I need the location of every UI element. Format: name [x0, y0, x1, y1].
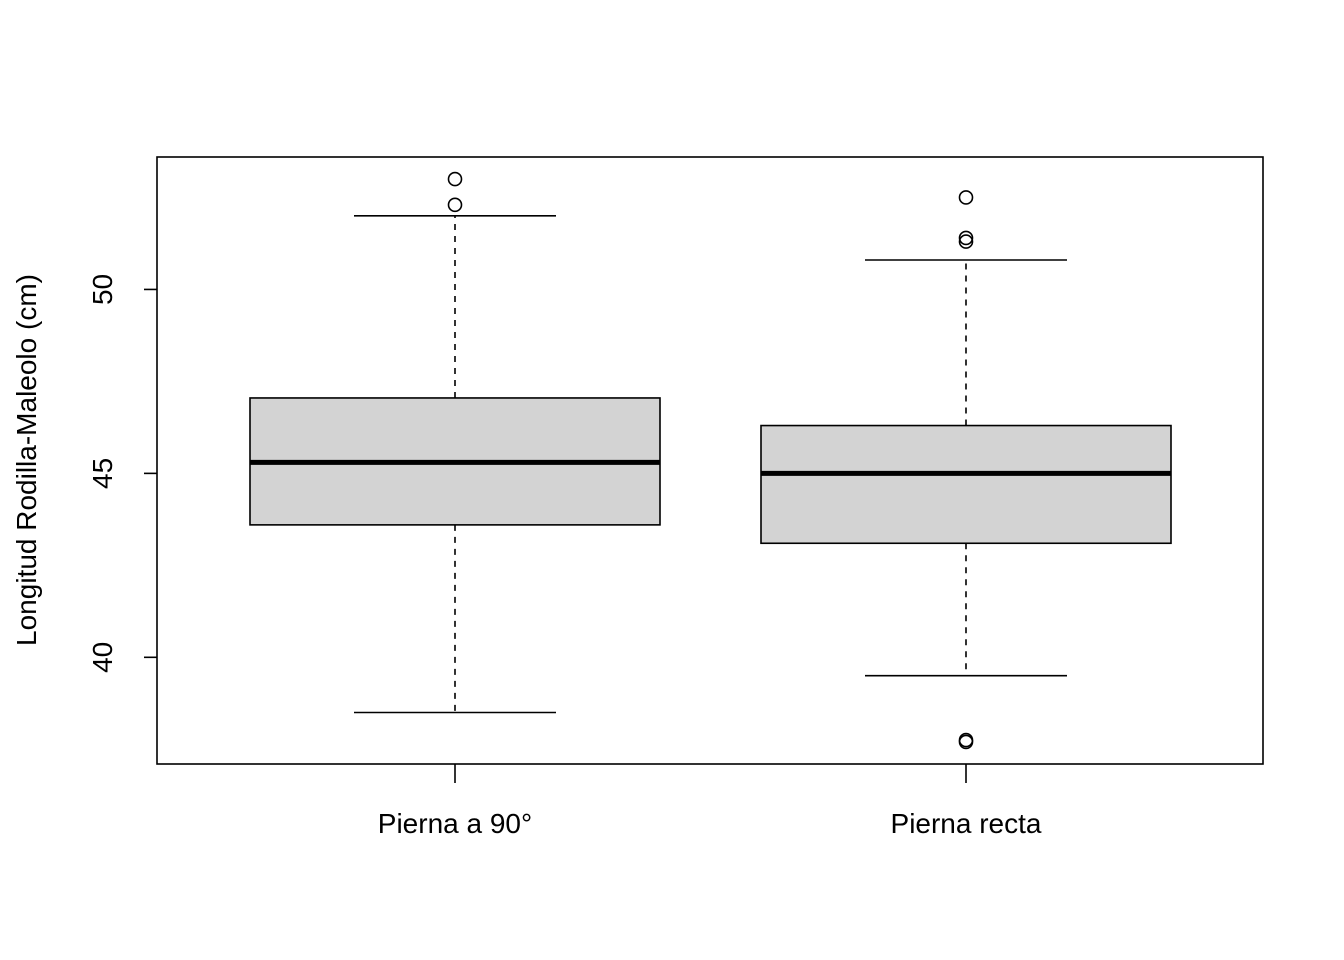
box-group-2 — [760, 190, 1172, 750]
boxes-layer — [249, 171, 1172, 750]
x-axis: Pierna a 90° Pierna recta — [378, 764, 1042, 839]
x-tick-label: Pierna a 90° — [378, 808, 532, 839]
x-tick-label: Pierna recta — [891, 808, 1042, 839]
outlier-point — [958, 230, 974, 246]
outlier-point — [447, 197, 463, 213]
y-tick-label: 40 — [87, 642, 118, 673]
iqr-box — [760, 424, 1172, 545]
outlier-point — [958, 190, 974, 205]
y-axis-title: Longitud Rodilla-Maleolo (cm) — [11, 274, 42, 646]
outlier-point — [958, 234, 974, 249]
y-tick-label: 50 — [87, 274, 118, 305]
plot-frame — [156, 156, 1264, 765]
outlier-point — [958, 732, 974, 748]
y-axis: 40 45 50 — [87, 274, 157, 673]
outlier-point — [447, 171, 463, 187]
box-group-1 — [249, 171, 661, 714]
y-tick-label: 45 — [87, 458, 118, 489]
